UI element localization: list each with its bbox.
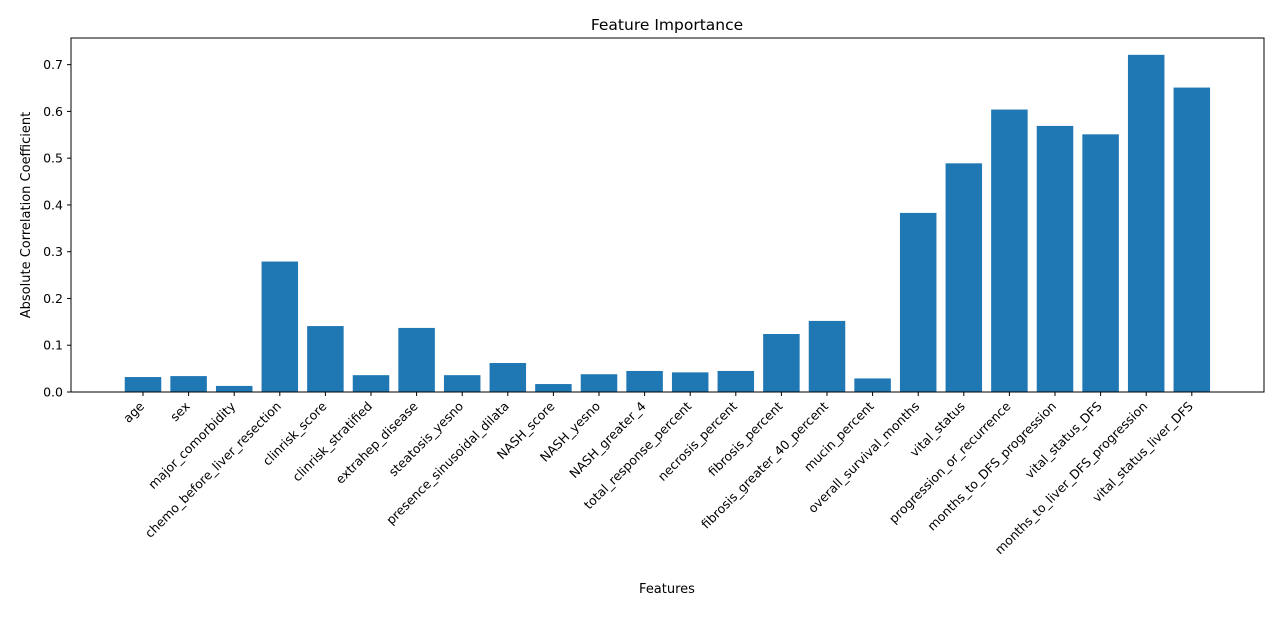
bar-fibrosis_percent [763, 334, 800, 392]
bar-vital_status [945, 163, 983, 392]
bar-mucin_percent [854, 378, 891, 392]
bar-vital_status_liver_DFS [1173, 87, 1211, 392]
bar-sex [170, 376, 207, 392]
y-tick-label: 0.7 [43, 57, 63, 72]
y-tick-label: 0.4 [43, 197, 63, 212]
y-tick-label: 0.5 [43, 151, 63, 166]
bar-overall_survival_months [899, 212, 937, 392]
bar-clinrisk_score [307, 326, 344, 392]
bar-age [124, 377, 162, 392]
bar-NASH_yesno [580, 374, 618, 392]
bar-vital_status_DFS [1082, 134, 1119, 392]
bar-progression_or_recurrence [991, 109, 1028, 393]
bar-clinrisk_stratified [352, 375, 390, 392]
y-axis-label: Absolute Correlation Coefficient [19, 112, 34, 318]
plot-frame [70, 37, 1265, 393]
y-tick-label: 0.6 [43, 104, 63, 119]
y-tick-label: 0.2 [43, 291, 63, 306]
y-tick-label: 0.3 [43, 244, 63, 259]
chart-title: Feature Importance [591, 16, 743, 34]
bar-major_comorbidity [215, 385, 253, 392]
y-tick-label: 0.1 [43, 338, 63, 353]
bar-presence_sinusoidal_dilata [489, 363, 527, 392]
bar-chemo_before_liver_resection [261, 261, 299, 392]
bar-extrahep_disease [398, 327, 435, 392]
bar-necrosis_percent [717, 370, 755, 392]
bar-group [124, 54, 1211, 393]
bar-NASH_greater_4 [626, 370, 663, 392]
bar-fibrosis_greater_40_percent [808, 320, 846, 392]
y-tick-label: 0.0 [43, 385, 63, 400]
bar-NASH_score [535, 384, 572, 392]
y-axis: 0.0 0.1 0.2 0.3 0.4 0.5 0.6 0.7 [43, 57, 71, 400]
bar-months_to_DFS_progression [1036, 125, 1074, 393]
bar-total_response_percent [671, 372, 709, 392]
bar-steatosis_yesno [443, 375, 481, 392]
bar-months_to_liver_DFS_progression [1127, 54, 1165, 392]
x-axis-label: Features [639, 582, 695, 597]
